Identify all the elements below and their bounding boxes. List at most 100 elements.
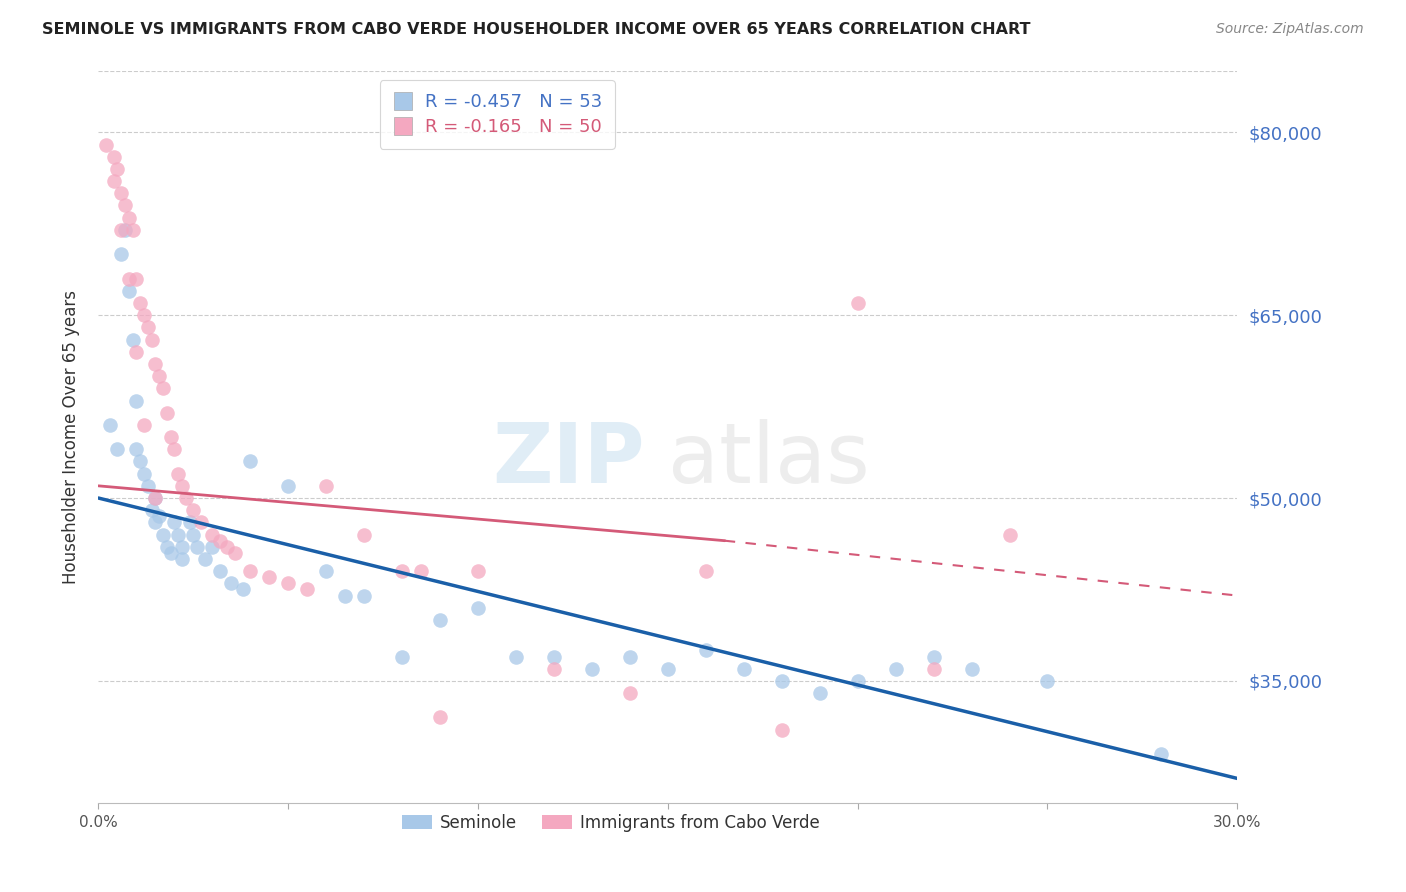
Point — [619, 686, 641, 700]
Point — [208, 533, 231, 548]
Point — [159, 430, 181, 444]
Point — [132, 417, 155, 432]
Point — [353, 589, 375, 603]
Point — [208, 564, 231, 578]
Point — [429, 613, 451, 627]
Point — [136, 320, 159, 334]
Point — [201, 527, 224, 541]
Point — [315, 564, 337, 578]
Point — [315, 479, 337, 493]
Point — [114, 198, 136, 212]
Point — [125, 344, 148, 359]
Point — [170, 479, 193, 493]
Point — [163, 442, 186, 457]
Point — [297, 582, 319, 597]
Point — [922, 649, 945, 664]
Point — [152, 527, 174, 541]
Point — [194, 552, 217, 566]
Point — [657, 662, 679, 676]
Point — [125, 442, 148, 457]
Point — [94, 137, 117, 152]
Point — [148, 509, 170, 524]
Point — [141, 333, 163, 347]
Point — [107, 442, 129, 457]
Point — [770, 723, 793, 737]
Point — [467, 564, 489, 578]
Point — [505, 649, 527, 664]
Point — [103, 150, 125, 164]
Text: Source: ZipAtlas.com: Source: ZipAtlas.com — [1216, 22, 1364, 37]
Point — [118, 271, 141, 285]
Point — [183, 503, 205, 517]
Point — [960, 662, 983, 676]
Point — [259, 570, 281, 584]
Point — [107, 161, 129, 176]
Point — [148, 369, 170, 384]
Point — [110, 186, 132, 201]
Point — [129, 296, 152, 310]
Y-axis label: Householder Income Over 65 years: Householder Income Over 65 years — [62, 290, 80, 584]
Point — [174, 491, 197, 505]
Point — [167, 467, 190, 481]
Point — [179, 516, 201, 530]
Point — [118, 211, 141, 225]
Point — [156, 406, 179, 420]
Point — [808, 686, 831, 700]
Point — [170, 552, 193, 566]
Point — [118, 284, 141, 298]
Point — [110, 223, 132, 237]
Point — [217, 540, 239, 554]
Point — [232, 582, 254, 597]
Point — [239, 564, 262, 578]
Point — [132, 308, 155, 322]
Point — [103, 174, 125, 188]
Point — [132, 467, 155, 481]
Point — [411, 564, 433, 578]
Point — [125, 271, 148, 285]
Point — [114, 223, 136, 237]
Point — [846, 673, 869, 688]
Point — [335, 589, 357, 603]
Point — [145, 491, 167, 505]
Point — [543, 649, 565, 664]
Text: SEMINOLE VS IMMIGRANTS FROM CABO VERDE HOUSEHOLDER INCOME OVER 65 YEARS CORRELAT: SEMINOLE VS IMMIGRANTS FROM CABO VERDE H… — [42, 22, 1031, 37]
Point — [190, 516, 212, 530]
Point — [846, 296, 869, 310]
Point — [884, 662, 907, 676]
Point — [145, 516, 167, 530]
Point — [239, 454, 262, 468]
Point — [186, 540, 208, 554]
Point — [125, 393, 148, 408]
Point — [152, 381, 174, 395]
Point — [110, 247, 132, 261]
Point — [391, 564, 413, 578]
Point — [136, 479, 159, 493]
Point — [183, 527, 205, 541]
Text: ZIP: ZIP — [492, 418, 645, 500]
Point — [695, 643, 717, 657]
Point — [170, 540, 193, 554]
Point — [145, 357, 167, 371]
Point — [770, 673, 793, 688]
Point — [353, 527, 375, 541]
Point — [429, 710, 451, 724]
Point — [141, 503, 163, 517]
Point — [159, 546, 181, 560]
Legend: Seminole, Immigrants from Cabo Verde: Seminole, Immigrants from Cabo Verde — [395, 807, 827, 838]
Point — [391, 649, 413, 664]
Point — [1036, 673, 1059, 688]
Point — [121, 223, 143, 237]
Point — [922, 662, 945, 676]
Point — [221, 576, 243, 591]
Point — [167, 527, 190, 541]
Point — [543, 662, 565, 676]
Point — [129, 454, 152, 468]
Point — [145, 491, 167, 505]
Text: atlas: atlas — [668, 418, 869, 500]
Point — [121, 333, 143, 347]
Point — [467, 600, 489, 615]
Point — [695, 564, 717, 578]
Point — [277, 576, 299, 591]
Point — [163, 516, 186, 530]
Point — [998, 527, 1021, 541]
